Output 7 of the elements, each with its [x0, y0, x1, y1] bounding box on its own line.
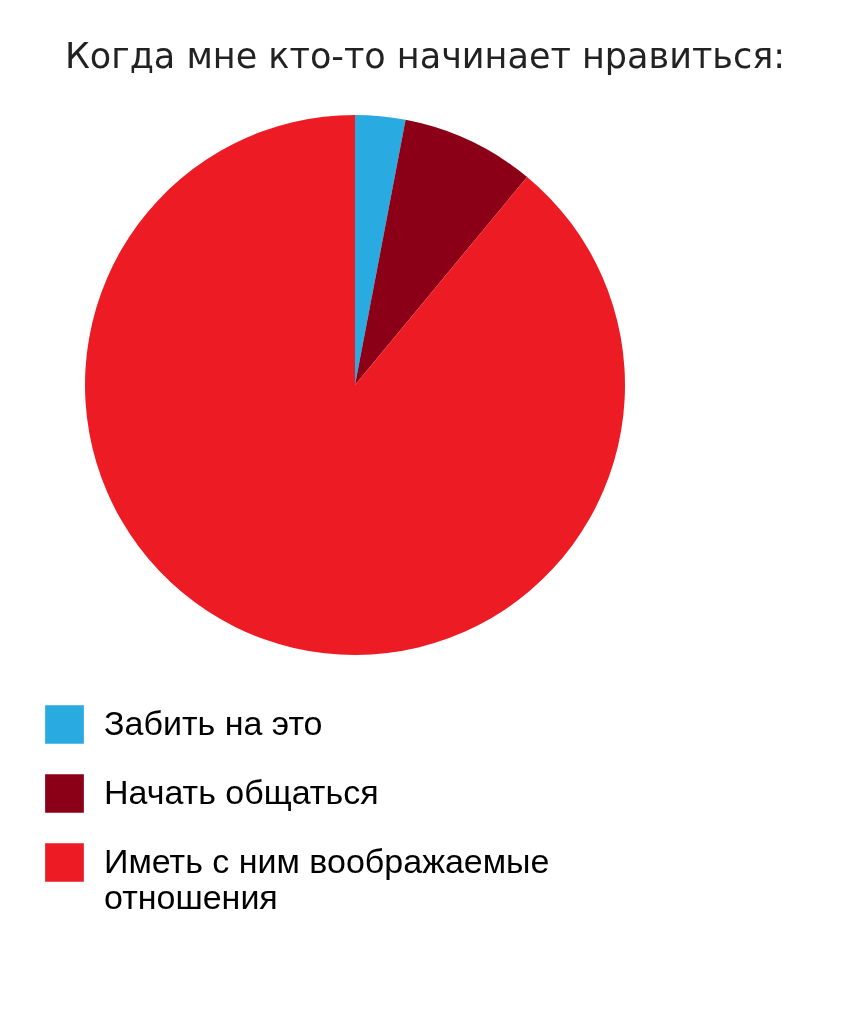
legend-label: Начать общаться — [104, 772, 379, 811]
chart-title: Когда мне кто-то начинает нравиться: — [64, 36, 786, 76]
pie-slice — [355, 119, 528, 385]
legend-label: Иметь с ним воображаемые отношения — [104, 841, 550, 916]
pie-slice — [355, 115, 406, 385]
pie-slice — [85, 115, 625, 655]
legend-label: Забить на это — [104, 703, 323, 742]
